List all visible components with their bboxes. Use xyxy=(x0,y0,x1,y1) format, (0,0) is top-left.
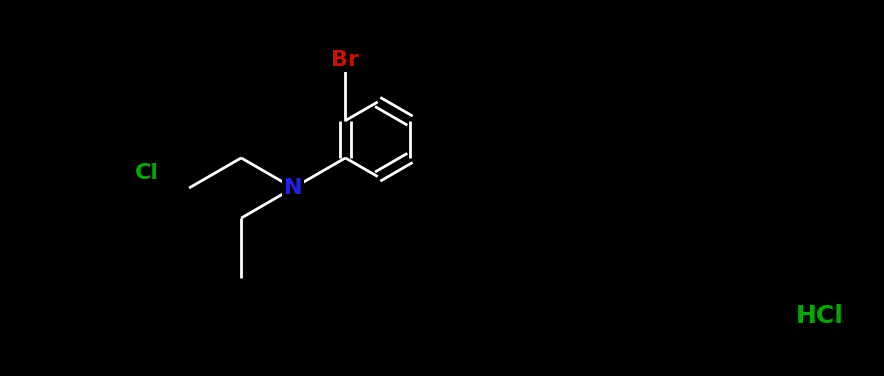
Text: N: N xyxy=(284,178,302,198)
Text: Br: Br xyxy=(332,50,360,70)
Text: Cl: Cl xyxy=(135,163,159,183)
Text: HCl: HCl xyxy=(796,304,843,328)
